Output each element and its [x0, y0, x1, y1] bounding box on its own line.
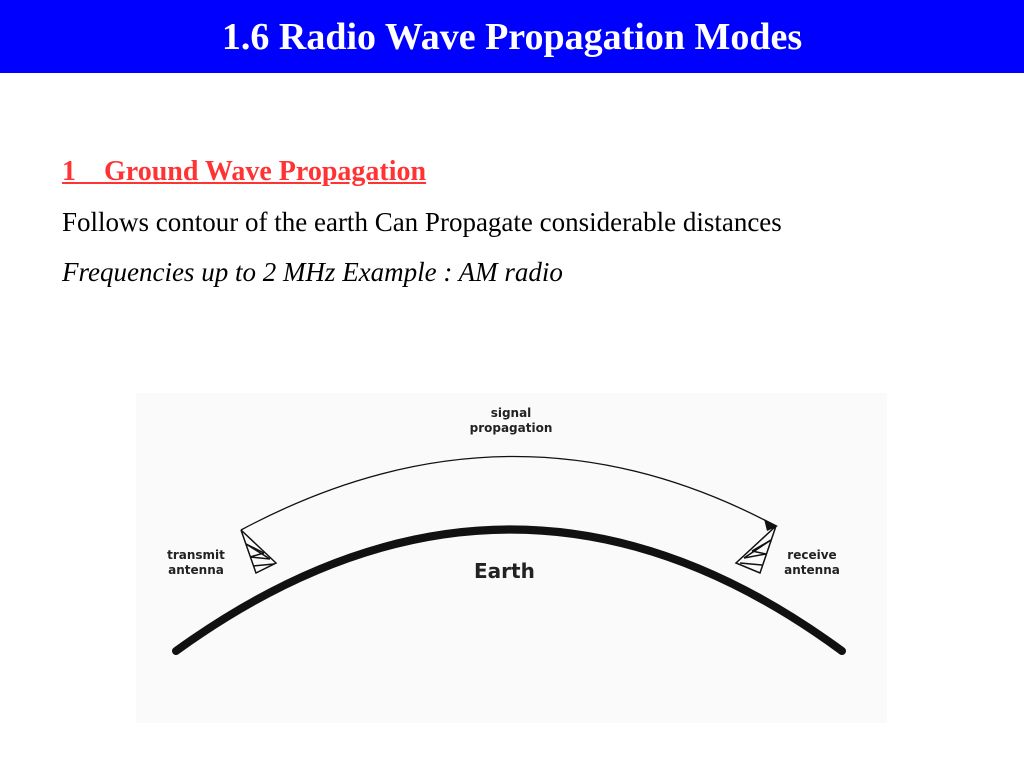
signal-label-line-2: propagation — [469, 421, 553, 435]
transmit-antenna-label: transmit antenna — [156, 548, 236, 578]
description-line-2: Frequencies up to 2 MHz Example : AM rad… — [62, 257, 563, 287]
receive-antenna-label: receive antenna — [772, 548, 852, 578]
signal-arrowhead — [764, 519, 778, 531]
receive-antenna-icon — [734, 525, 777, 575]
slide-title: 1.6 Radio Wave Propagation Modes — [221, 15, 803, 58]
receive-label-line-1: receive — [787, 548, 837, 562]
transmit-antenna-icon — [240, 529, 278, 575]
earth-label: Earth — [474, 559, 535, 583]
section-heading: 1 Ground Wave Propagation — [62, 156, 427, 187]
signal-label-line-1: signal — [490, 406, 532, 420]
description-line-1: Follows contour of the earth Can Propaga… — [62, 207, 782, 237]
signal-propagation-label: signal propagation — [456, 406, 566, 436]
transmit-label-line-2: antenna — [168, 563, 224, 577]
transmit-label-line-1: transmit — [167, 548, 225, 562]
receive-label-line-2: antenna — [784, 563, 840, 577]
ground-wave-diagram: signal propagation transmit antenna rece… — [136, 393, 887, 723]
earth-surface-arc — [172, 525, 846, 655]
signal-propagation-arc — [240, 455, 777, 531]
title-bar: 1.6 Radio Wave Propagation Modes — [0, 0, 1024, 73]
diagram-drawing — [172, 455, 846, 655]
